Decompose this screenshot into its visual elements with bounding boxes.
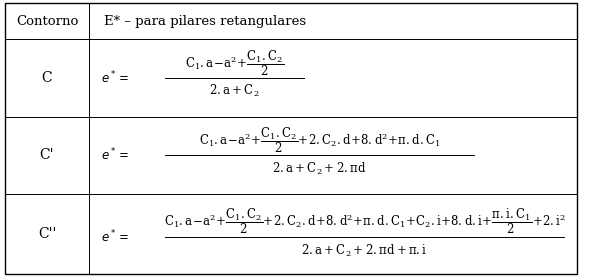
Text: C': C' <box>39 148 54 163</box>
Text: $\mathregular{2.a+C_2}$: $\mathregular{2.a+C_2}$ <box>209 83 260 99</box>
Text: C: C <box>42 71 52 85</box>
Text: E* – para pilares retangulares: E* – para pilares retangulares <box>104 15 306 28</box>
Text: $e^* =$: $e^* =$ <box>101 229 130 246</box>
Text: $\mathregular{C_1.a\!-\!a^2\!+\!\dfrac{C_1.C_2}{2}\!+\!2.C_2.d\!+\!8.d^2\!+\!\pi: $\mathregular{C_1.a\!-\!a^2\!+\!\dfrac{C… <box>199 125 440 155</box>
Text: $\mathregular{C_1.a\!-\!a^2\!+\!\dfrac{C_1.C_2}{2}}$: $\mathregular{C_1.a\!-\!a^2\!+\!\dfrac{C… <box>185 48 284 78</box>
Text: $\mathregular{2.a+C_2+2.\pi d}$: $\mathregular{2.a+C_2+2.\pi d}$ <box>273 161 367 177</box>
Text: $e^* =$: $e^* =$ <box>101 70 130 86</box>
Text: Contorno: Contorno <box>16 15 78 28</box>
Text: $e^* =$: $e^* =$ <box>101 147 130 164</box>
Text: C'': C'' <box>38 227 56 241</box>
Text: $\mathregular{C_1.a\!-\!a^2\!+\!\dfrac{C_1.C_2}{2}\!+\!2.C_2.d\!+\!8.d^2\!+\!\pi: $\mathregular{C_1.a\!-\!a^2\!+\!\dfrac{C… <box>164 206 566 236</box>
Text: $\mathregular{2.a+C_2+2.\pi d+\pi.i}$: $\mathregular{2.a+C_2+2.\pi d+\pi.i}$ <box>302 243 428 259</box>
